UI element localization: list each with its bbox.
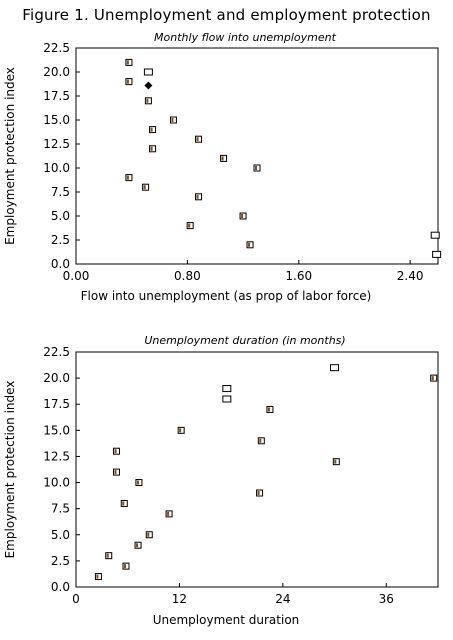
y-axis-label-1: Employment protection index bbox=[3, 67, 17, 245]
data-point bbox=[125, 58, 133, 66]
data-point bbox=[195, 135, 203, 143]
y-tick-label: 0.0 bbox=[51, 580, 70, 594]
data-point bbox=[430, 374, 438, 382]
data-point bbox=[113, 447, 121, 455]
data-point bbox=[143, 68, 153, 76]
y-tick-label: 10.0 bbox=[43, 161, 70, 175]
x-tick-label: 2.40 bbox=[397, 269, 424, 283]
y-tick-label: 22.5 bbox=[43, 41, 70, 55]
y-tick-label: 15.0 bbox=[43, 113, 70, 127]
data-point bbox=[266, 405, 274, 413]
y-tick-label: 2.5 bbox=[51, 554, 70, 568]
data-point bbox=[120, 499, 128, 507]
x-tick-label: 1.60 bbox=[285, 269, 312, 283]
data-point bbox=[253, 164, 261, 172]
x-tick-label: 0.80 bbox=[174, 269, 201, 283]
data-point bbox=[220, 154, 228, 162]
y-tick-label: 12.5 bbox=[43, 137, 70, 151]
y-tick-label: 10.0 bbox=[43, 476, 70, 490]
data-point bbox=[125, 78, 133, 86]
x-tick-label: 0 bbox=[72, 592, 80, 606]
data-point bbox=[149, 126, 157, 134]
x-tick-label: 0.00 bbox=[63, 269, 90, 283]
x-tick-label: 24 bbox=[275, 592, 290, 606]
y-tick-label: 22.5 bbox=[43, 345, 70, 359]
y-tick-label: 5.0 bbox=[51, 209, 70, 223]
data-point bbox=[149, 145, 157, 153]
y-tick-label: 12.5 bbox=[43, 449, 70, 463]
y-tick-label: 20.0 bbox=[43, 371, 70, 385]
y-tick-label: 7.5 bbox=[51, 502, 70, 516]
y-tick-label: 20.0 bbox=[43, 65, 70, 79]
chart-title-2: Unemployment duration (in months) bbox=[144, 334, 345, 347]
x-tick-label: 12 bbox=[172, 592, 187, 606]
data-point bbox=[145, 531, 153, 539]
x-tick-label: 36 bbox=[379, 592, 394, 606]
data-point bbox=[142, 183, 150, 191]
y-tick-label: 17.5 bbox=[43, 397, 70, 411]
plot-frame-2 bbox=[75, 351, 439, 588]
data-point bbox=[105, 552, 113, 560]
data-point bbox=[165, 510, 173, 518]
data-point bbox=[195, 193, 203, 201]
data-point bbox=[222, 385, 232, 393]
data-point bbox=[256, 489, 264, 497]
y-tick-label: 15.0 bbox=[43, 423, 70, 437]
data-point bbox=[239, 212, 247, 220]
y-axis-label-2: Employment protection index bbox=[3, 381, 17, 559]
data-point bbox=[432, 250, 442, 258]
data-point bbox=[222, 395, 232, 403]
data-point bbox=[330, 364, 340, 372]
data-point bbox=[134, 541, 142, 549]
data-point bbox=[169, 116, 177, 124]
figure-title: Figure 1. Unemployment and employment pr… bbox=[22, 6, 431, 24]
data-point bbox=[186, 222, 194, 230]
data-point bbox=[177, 426, 185, 434]
plot-frame-1 bbox=[75, 47, 439, 265]
y-tick-label: 2.5 bbox=[51, 233, 70, 247]
y-tick-label: 5.0 bbox=[51, 528, 70, 542]
data-point bbox=[332, 458, 340, 466]
chart-title-1: Monthly flow into unemployment bbox=[154, 31, 337, 44]
data-point bbox=[430, 231, 440, 239]
y-tick-label: 17.5 bbox=[43, 89, 70, 103]
data-point bbox=[257, 437, 265, 445]
data-point bbox=[135, 479, 143, 487]
data-point bbox=[94, 573, 102, 581]
data-point bbox=[246, 241, 254, 249]
data-point bbox=[144, 97, 152, 105]
data-point bbox=[144, 81, 153, 90]
y-tick-label: 0.0 bbox=[51, 257, 70, 271]
data-point bbox=[122, 562, 130, 570]
data-point bbox=[113, 468, 121, 476]
x-axis-label-1: Flow into unemployment (as prop of labor… bbox=[81, 289, 372, 303]
x-axis-label-2: Unemployment duration bbox=[153, 613, 300, 627]
data-point bbox=[125, 174, 133, 182]
y-tick-label: 7.5 bbox=[51, 185, 70, 199]
